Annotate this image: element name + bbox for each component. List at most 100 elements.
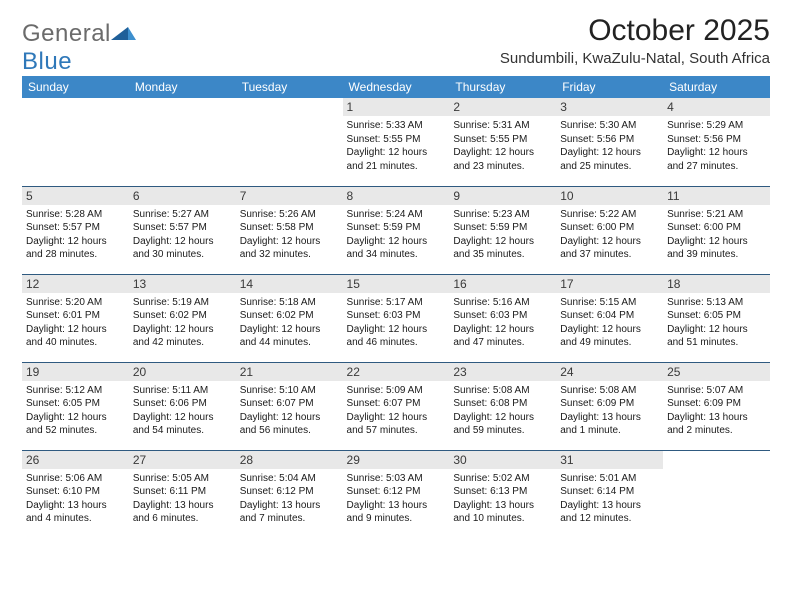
day-line-dl1: Daylight: 12 hours [240,323,339,337]
day-line-dl1: Daylight: 12 hours [453,323,552,337]
day-line-sunrise: Sunrise: 5:23 AM [453,208,552,222]
day-line-dl2: and 23 minutes. [453,160,552,174]
day-line-sunrise: Sunrise: 5:09 AM [347,384,446,398]
calendar-day-cell: 6Sunrise: 5:27 AMSunset: 5:57 PMDaylight… [129,186,236,274]
day-text: Sunrise: 5:17 AMSunset: 6:03 PMDaylight:… [347,296,446,350]
day-number: 9 [449,187,556,205]
day-line-sunset: Sunset: 6:12 PM [240,485,339,499]
day-line-dl1: Daylight: 13 hours [560,499,659,513]
day-number: 21 [236,363,343,381]
day-line-sunset: Sunset: 6:00 PM [667,221,766,235]
calendar-day-cell: 3 Sunrise: 5:30 AMSunset: 5:56 PMDaylight… [556,98,663,186]
day-text: Sunrise: 5:02 AMSunset: 6:13 PMDaylight:… [453,472,552,526]
day-number: 29 [343,451,450,469]
day-line-sunrise: Sunrise: 5:29 AM [667,119,766,133]
day-line-sunset: Sunset: 6:03 PM [347,309,446,323]
day-line-dl1: Daylight: 12 hours [453,411,552,425]
day-line-dl1: Daylight: 12 hours [347,411,446,425]
day-line-sunrise: Sunrise: 5:27 AM [133,208,232,222]
day-line-dl1: Daylight: 13 hours [667,411,766,425]
day-line-dl2: and 9 minutes. [347,512,446,526]
brand-mark-icon [111,20,137,48]
day-text: Sunrise: 5:24 AMSunset: 5:59 PMDaylight:… [347,208,446,262]
day-text: Sunrise: 5:08 AMSunset: 6:09 PMDaylight:… [560,384,659,438]
page: GeneralBlue October 2025 Sundumbili, Kwa… [0,0,792,556]
day-line-dl2: and 10 minutes. [453,512,552,526]
day-number: 16 [449,275,556,293]
day-line-sunrise: Sunrise: 5:06 AM [26,472,125,486]
day-line-sunset: Sunset: 6:11 PM [133,485,232,499]
day-number: 28 [236,451,343,469]
day-line-sunrise: Sunrise: 5:18 AM [240,296,339,310]
day-line-sunrise: Sunrise: 5:33 AM [347,119,446,133]
day-number: 3 [556,98,663,116]
day-number: 26 [22,451,129,469]
day-text: Sunrise: 5:12 AMSunset: 6:05 PMDaylight:… [26,384,125,438]
day-text: Sunrise: 5:19 AMSunset: 6:02 PMDaylight:… [133,296,232,350]
day-line-sunrise: Sunrise: 5:07 AM [667,384,766,398]
day-line-dl2: and 25 minutes. [560,160,659,174]
day-text: Sunrise: 5:13 AMSunset: 6:05 PMDaylight:… [667,296,766,350]
calendar-day-cell: 28 Sunrise: 5:04 AMSunset: 6:12 PMDayligh… [236,450,343,538]
day-line-sunset: Sunset: 5:56 PM [667,133,766,147]
day-number: 27 [129,451,236,469]
day-number: 1 [343,98,450,116]
day-text: Sunrise: 5:10 AMSunset: 6:07 PMDaylight:… [240,384,339,438]
day-line-dl2: and 32 minutes. [240,248,339,262]
day-line-dl1: Daylight: 13 hours [240,499,339,513]
day-line-dl1: Daylight: 12 hours [347,146,446,160]
day-text: Sunrise: 5:30 AMSunset: 5:56 PMDaylight:… [560,119,659,173]
day-line-dl2: and 6 minutes. [133,512,232,526]
day-line-dl1: Daylight: 12 hours [133,235,232,249]
day-line-sunset: Sunset: 5:59 PM [453,221,552,235]
day-text: Sunrise: 5:16 AMSunset: 6:03 PMDaylight:… [453,296,552,350]
calendar-day-cell: 24Sunrise: 5:08 AMSunset: 6:09 PMDayligh… [556,362,663,450]
day-line-sunset: Sunset: 6:13 PM [453,485,552,499]
day-line-sunset: Sunset: 6:06 PM [133,397,232,411]
day-line-dl1: Daylight: 12 hours [347,235,446,249]
day-line-sunrise: Sunrise: 5:26 AM [240,208,339,222]
day-number: 5 [22,187,129,205]
day-line-sunset: Sunset: 6:04 PM [560,309,659,323]
calendar-day-cell: 30Sunrise: 5:02 AMSunset: 6:13 PMDayligh… [449,450,556,538]
day-line-sunrise: Sunrise: 5:15 AM [560,296,659,310]
day-text: Sunrise: 5:05 AMSunset: 6:11 PMDaylight:… [133,472,232,526]
day-line-dl1: Daylight: 12 hours [453,235,552,249]
day-line-sunset: Sunset: 6:01 PM [26,309,125,323]
calendar-table: SundayMondayTuesdayWednesdayThursdayFrid… [22,76,770,538]
day-number: 22 [343,363,450,381]
header: GeneralBlue October 2025 Sundumbili, Kwa… [22,14,770,76]
day-line-sunset: Sunset: 6:05 PM [26,397,125,411]
day-number: 17 [556,275,663,293]
calendar-week-row: 1Sunrise: 5:33 AMSunset: 5:55 PMDaylight… [22,98,770,186]
day-line-sunset: Sunset: 5:59 PM [347,221,446,235]
day-line-dl1: Daylight: 12 hours [560,146,659,160]
day-line-sunset: Sunset: 6:09 PM [560,397,659,411]
calendar-day-cell: 15Sunrise: 5:17 AMSunset: 6:03 PMDayligh… [343,274,450,362]
day-number: 10 [556,187,663,205]
day-text: Sunrise: 5:20 AMSunset: 6:01 PMDaylight:… [26,296,125,350]
calendar-day-cell: 2Sunrise: 5:31 AMSunset: 5:55 PMDaylight… [449,98,556,186]
day-line-dl1: Daylight: 12 hours [453,146,552,160]
day-line-sunset: Sunset: 6:02 PM [240,309,339,323]
day-line-dl2: and 51 minutes. [667,336,766,350]
day-text: Sunrise: 5:06 AMSunset: 6:10 PMDaylight:… [26,472,125,526]
day-line-sunset: Sunset: 6:07 PM [347,397,446,411]
day-text: Sunrise: 5:28 AMSunset: 5:57 PMDaylight:… [26,208,125,262]
day-line-dl1: Daylight: 12 hours [667,146,766,160]
day-line-dl2: and 4 minutes. [26,512,125,526]
day-line-sunrise: Sunrise: 5:31 AM [453,119,552,133]
day-line-dl2: and 37 minutes. [560,248,659,262]
day-number: 20 [129,363,236,381]
weekday-header: Thursday [449,76,556,98]
calendar-day-cell: 1Sunrise: 5:33 AMSunset: 5:55 PMDaylight… [343,98,450,186]
day-number: 8 [343,187,450,205]
day-line-sunset: Sunset: 6:02 PM [133,309,232,323]
day-line-sunrise: Sunrise: 5:04 AM [240,472,339,486]
title-block: October 2025 Sundumbili, KwaZulu-Natal, … [500,14,770,73]
day-line-dl1: Daylight: 12 hours [133,323,232,337]
calendar-day-cell: 10Sunrise: 5:22 AMSunset: 6:00 PMDayligh… [556,186,663,274]
calendar-day-cell: 19Sunrise: 5:12 AMSunset: 6:05 PMDayligh… [22,362,129,450]
day-text: Sunrise: 5:23 AMSunset: 5:59 PMDaylight:… [453,208,552,262]
day-line-dl2: and 47 minutes. [453,336,552,350]
